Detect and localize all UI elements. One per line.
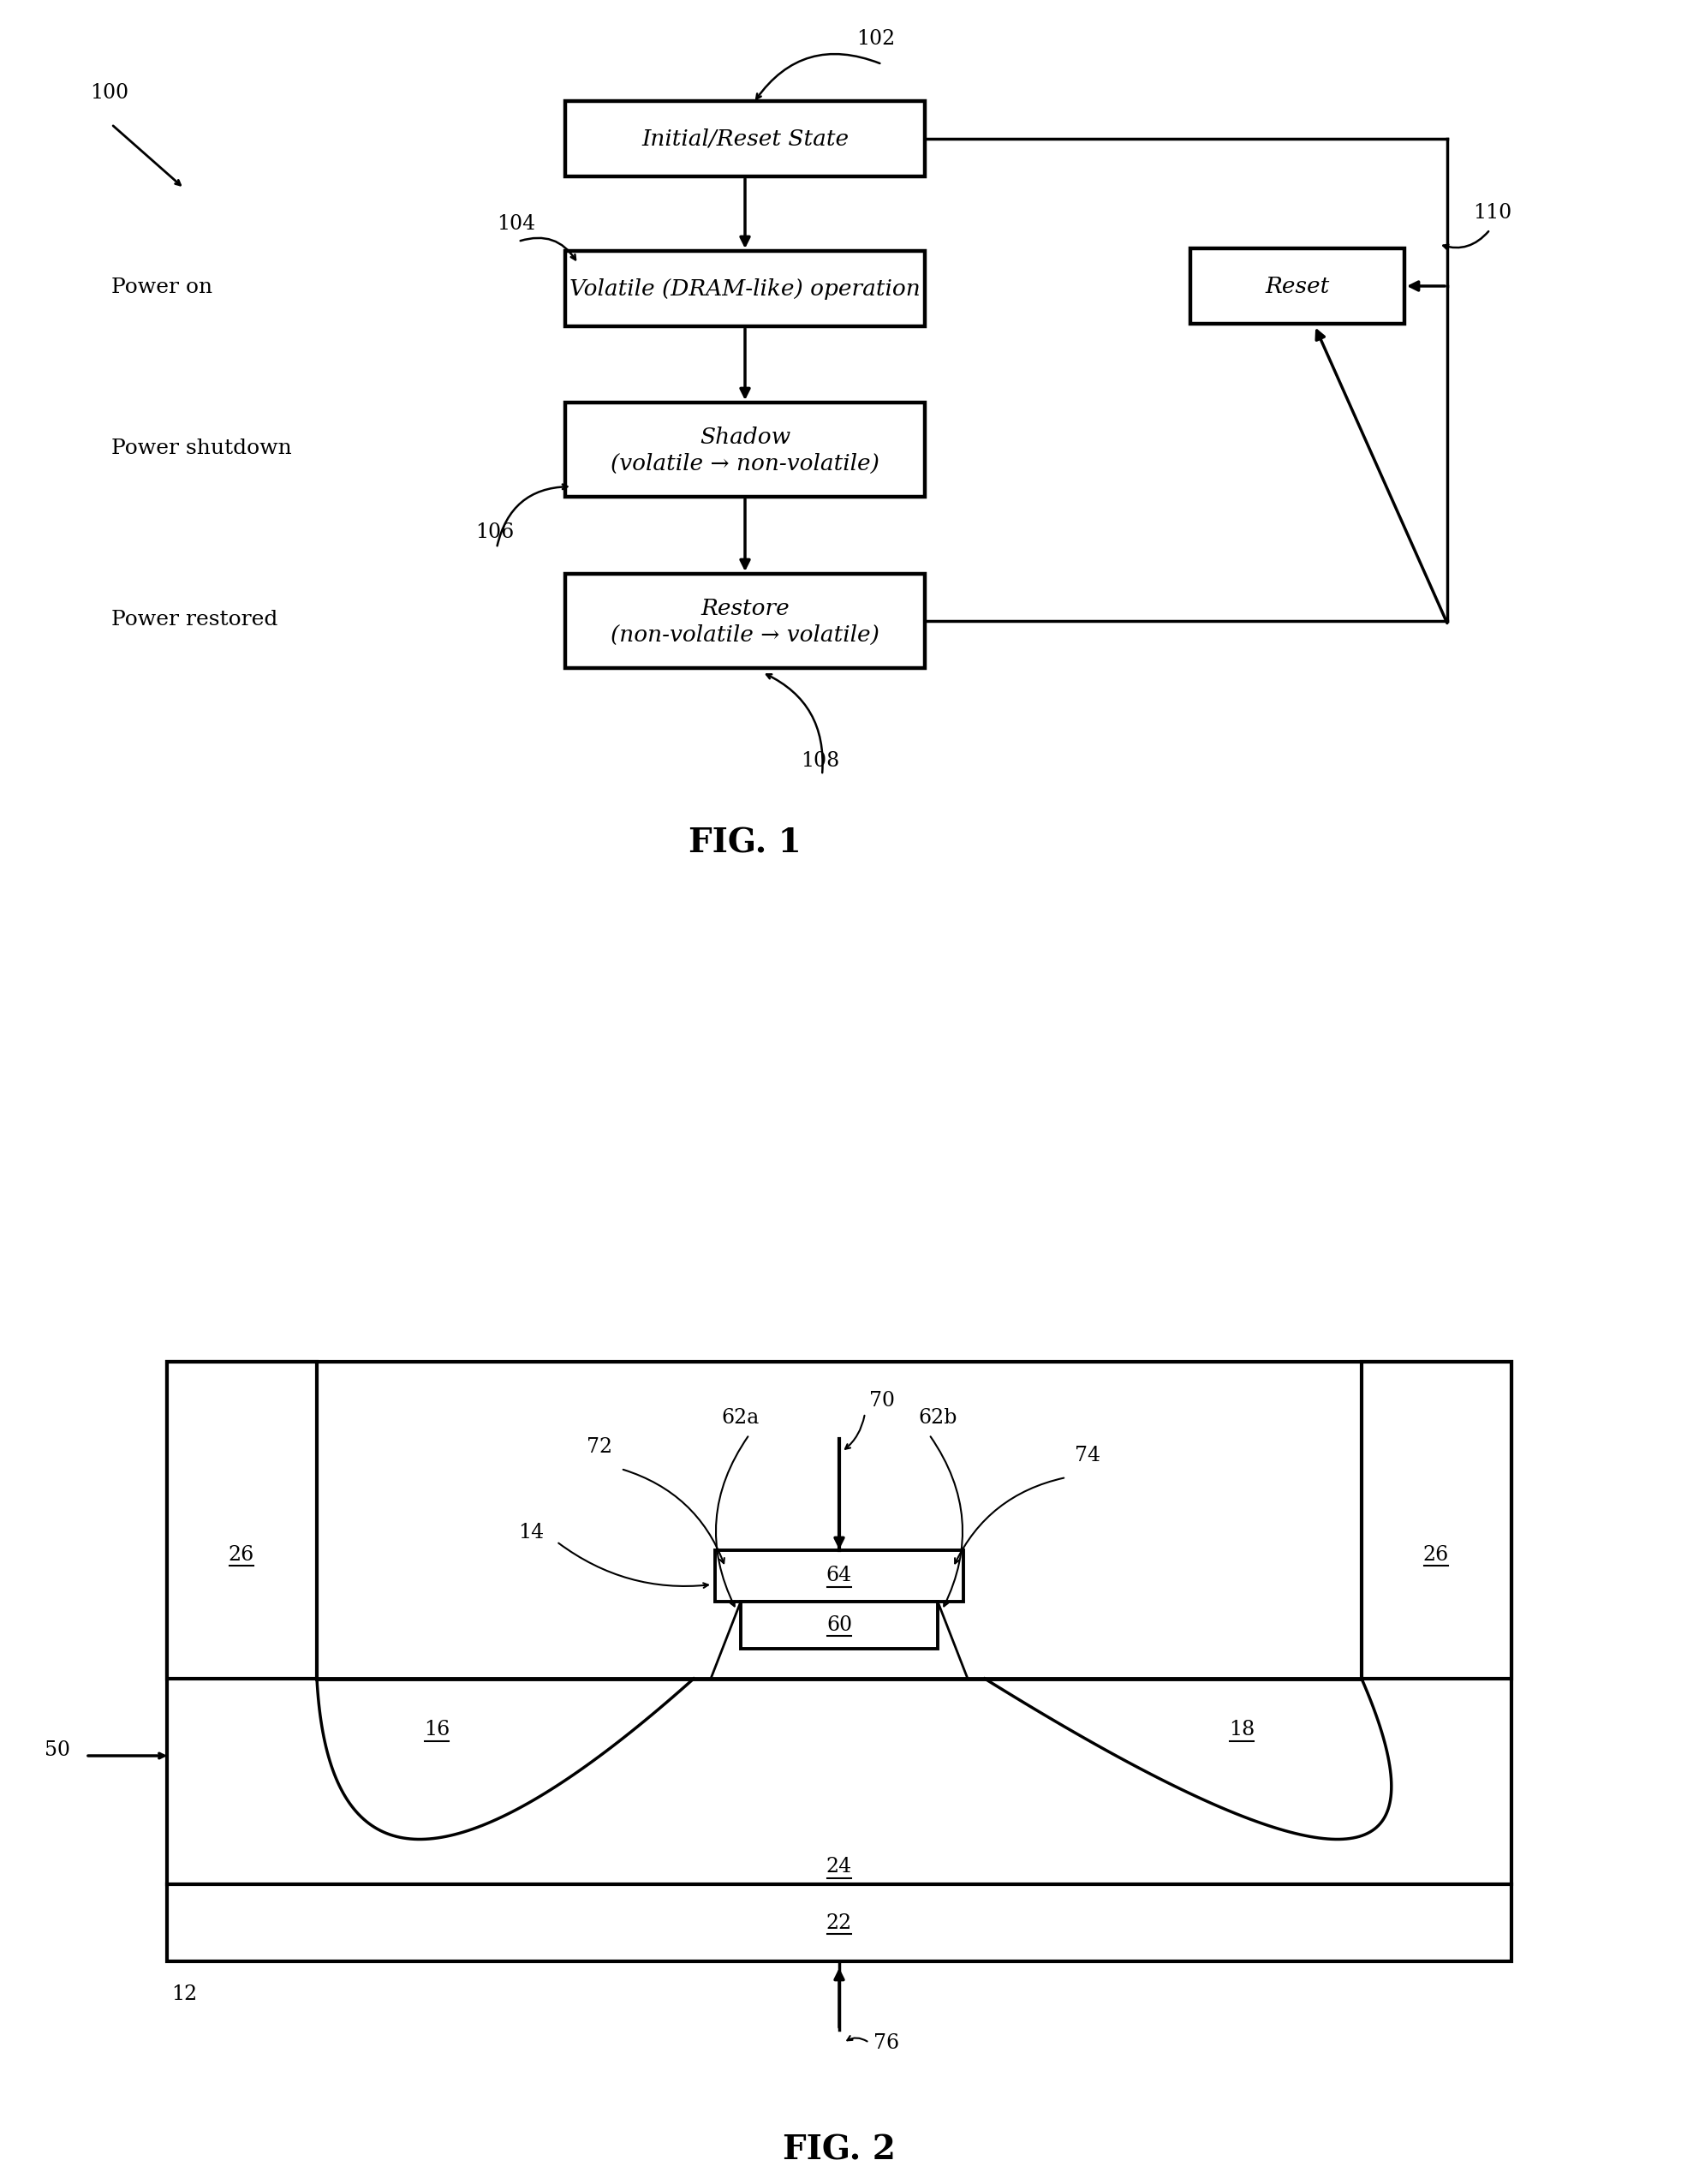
Text: 108: 108	[801, 751, 839, 771]
Text: 26: 26	[228, 1544, 254, 1564]
Bar	[740, 1601, 938, 1649]
Text: (non-volatile → volatile): (non-volatile → volatile)	[610, 625, 880, 644]
Bar	[564, 574, 924, 668]
Text: 106: 106	[476, 522, 513, 542]
Bar	[564, 100, 924, 177]
Text: 14: 14	[518, 1522, 544, 1542]
Text: 16: 16	[425, 1721, 450, 1741]
Text: Power restored: Power restored	[111, 609, 278, 629]
Bar	[714, 1551, 963, 1601]
Bar	[564, 402, 924, 496]
Text: Shadow: Shadow	[699, 426, 791, 448]
Text: Initial/Reset State: Initial/Reset State	[641, 129, 849, 149]
Text: 24: 24	[827, 1856, 852, 1876]
Bar	[167, 1363, 317, 1679]
Text: FIG. 1: FIG. 1	[689, 828, 801, 860]
Bar	[564, 251, 924, 325]
Text: Volatile (DRAM-like) operation: Volatile (DRAM-like) operation	[569, 277, 921, 299]
Bar	[167, 1363, 1511, 1961]
Text: Power shutdown: Power shutdown	[111, 439, 292, 459]
Text: 62b: 62b	[919, 1409, 957, 1428]
Text: 64: 64	[827, 1566, 852, 1586]
Text: 18: 18	[1229, 1721, 1255, 1741]
Bar	[1190, 249, 1405, 323]
Text: 100: 100	[90, 83, 128, 103]
Text: 104: 104	[496, 214, 535, 234]
Text: 102: 102	[856, 28, 895, 48]
Text: 12: 12	[171, 1985, 198, 2005]
Text: 60: 60	[827, 1614, 852, 1634]
Text: 26: 26	[1424, 1544, 1449, 1564]
Text: Power on: Power on	[111, 277, 213, 297]
Text: FIG. 2: FIG. 2	[783, 2134, 895, 2167]
Text: 110: 110	[1473, 203, 1512, 223]
Text: 72: 72	[587, 1437, 612, 1457]
Text: (volatile → non-volatile): (volatile → non-volatile)	[610, 452, 880, 474]
Text: 74: 74	[1074, 1446, 1100, 1465]
Text: 22: 22	[827, 1913, 852, 1933]
Text: Reset: Reset	[1265, 275, 1330, 297]
Text: 70: 70	[870, 1391, 895, 1411]
Text: 50: 50	[44, 1741, 70, 1760]
Text: 76: 76	[873, 2033, 899, 2053]
Text: 62a: 62a	[721, 1409, 760, 1428]
Bar	[1362, 1363, 1511, 1679]
Text: Restore: Restore	[701, 598, 789, 620]
